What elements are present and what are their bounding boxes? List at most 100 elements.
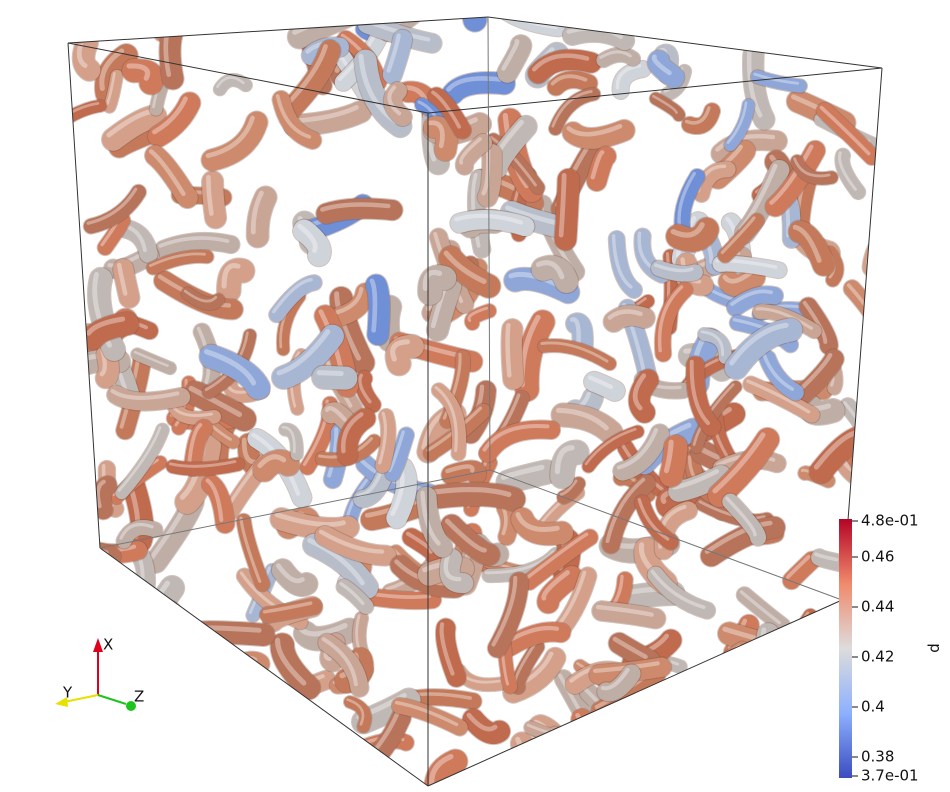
tube-highlight [446, 76, 503, 92]
tube-highlight [183, 289, 218, 303]
tube-highlight [739, 590, 782, 625]
tube-highlight [753, 699, 811, 722]
tube-highlight [101, 718, 136, 766]
tube-highlight [148, 149, 186, 197]
tube-highlight [272, 278, 313, 314]
tube-highlight [137, 580, 171, 632]
tube-highlight [725, 496, 757, 537]
tube-outline [756, 649, 818, 686]
tube-highlight [803, 669, 832, 679]
tube-highlight [432, 486, 512, 498]
color-bar-label: 0.44 [861, 598, 894, 616]
tube [115, 423, 169, 500]
tube [736, 587, 791, 634]
tube-highlight [551, 90, 593, 128]
tube-outline [138, 754, 190, 786]
tube [314, 740, 333, 786]
tube-highlight [339, 582, 365, 606]
tube [541, 751, 571, 786]
tube-highlight [753, 72, 800, 85]
tube [757, 650, 817, 685]
tube-highlight [555, 407, 609, 431]
orientation-axes: X Y Z [55, 636, 144, 711]
tube-highlight [110, 389, 180, 400]
tube-highlight [557, 570, 587, 626]
tube-highlight [762, 353, 795, 391]
axis-label-x: X [103, 636, 113, 654]
tube [355, 370, 381, 413]
tube [790, 154, 838, 185]
tube [68, 577, 106, 600]
tube-outline [152, 17, 206, 43]
tube [487, 572, 529, 658]
tube-highlight [704, 520, 773, 554]
tube-highlight [684, 106, 711, 125]
tube-highlight [722, 270, 753, 284]
tube-highlight [99, 348, 107, 377]
tube [68, 431, 84, 508]
tube-outline [748, 22, 803, 54]
tube [718, 266, 766, 297]
tube-highlight [231, 675, 276, 700]
tube-highlight [358, 373, 372, 404]
tube [92, 578, 152, 635]
tube-highlight [390, 339, 410, 362]
tube [146, 250, 214, 275]
tube [427, 87, 472, 139]
tube [467, 169, 491, 258]
tube [116, 520, 163, 549]
color-bar-label: 0.42 [861, 648, 894, 666]
tube-outline [313, 739, 334, 786]
tube-highlight [117, 426, 162, 492]
tube [214, 711, 256, 750]
tube [117, 219, 158, 263]
tube-outline [100, 599, 182, 661]
tube-outline [213, 710, 257, 751]
tube-highlight [599, 50, 632, 59]
tube [799, 297, 838, 355]
tube-highlight [369, 278, 378, 333]
tube-highlight [325, 405, 348, 422]
tube [312, 365, 358, 390]
tube [316, 198, 403, 224]
tube-highlight [307, 538, 365, 586]
tube-highlight [689, 359, 710, 426]
tube-highlight [515, 512, 560, 532]
tube-highlight [559, 479, 578, 497]
tube-outline [68, 430, 85, 509]
tube [455, 133, 492, 175]
tube [493, 17, 566, 37]
tube-outline [853, 17, 882, 57]
tube-highlight [321, 637, 358, 687]
tube-outline [658, 685, 726, 734]
tube-highlight [147, 649, 190, 673]
tube [712, 255, 787, 279]
tube [621, 728, 665, 784]
tube [222, 685, 259, 753]
tube-outline [540, 750, 572, 786]
tube [107, 578, 157, 656]
tube-highlight [812, 24, 863, 53]
tube-highlight [95, 581, 141, 624]
tube [83, 184, 147, 234]
tube [554, 567, 597, 636]
tube [503, 732, 537, 783]
tube-highlight [281, 425, 296, 454]
tube-outline [129, 721, 158, 786]
tube [331, 283, 375, 326]
tube [385, 427, 414, 482]
tube [81, 312, 139, 350]
tube-outline [175, 672, 224, 721]
tube-highlight [241, 437, 259, 465]
tube-highlight [712, 432, 766, 494]
tube [183, 381, 257, 432]
tube [122, 59, 164, 95]
tube [176, 673, 223, 720]
tube-highlight [454, 213, 523, 225]
tube [424, 749, 468, 786]
tube-outline [571, 725, 621, 786]
tube-highlight [746, 48, 763, 118]
tube-highlight [767, 648, 799, 656]
tube-highlight [105, 604, 169, 648]
tube-outline [620, 727, 666, 785]
